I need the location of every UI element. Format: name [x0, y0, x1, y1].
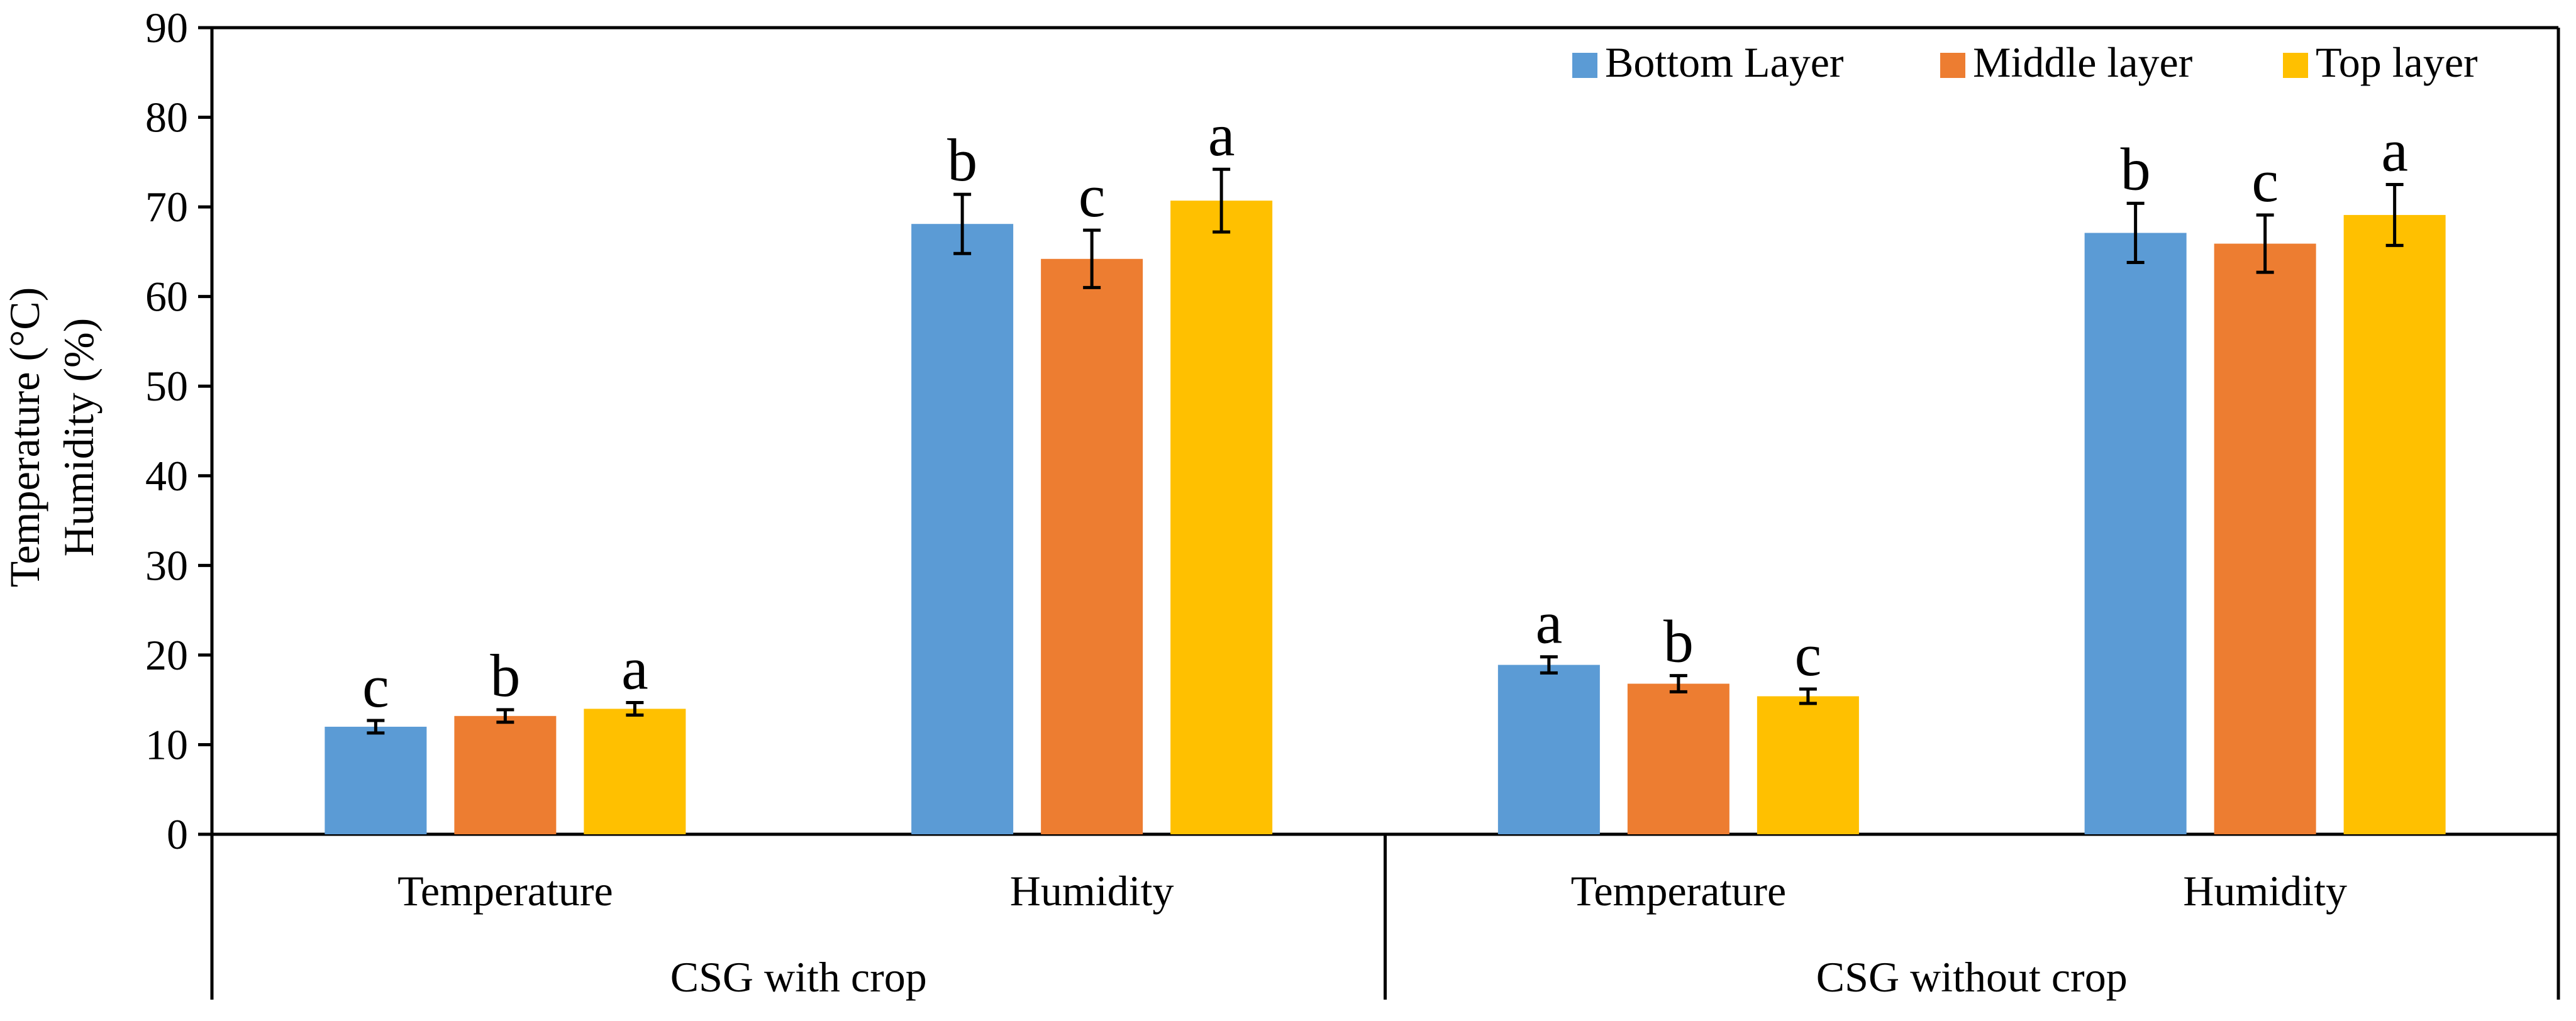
axes [198, 26, 2560, 1000]
bar [454, 715, 557, 834]
legend-label: Top layer [2316, 38, 2478, 86]
y-tick-label: 80 [145, 94, 188, 141]
category-label: Temperature [1571, 867, 1787, 915]
significance-letter: b [1663, 608, 1694, 675]
legend-swatch [1572, 53, 1597, 78]
legend: Bottom Layer Middle layer Top layer [1572, 38, 2478, 86]
y-axis-label: Temperature (°C) [1, 287, 48, 587]
significance-letter: c [1079, 162, 1106, 229]
significance-letter: b [947, 126, 977, 194]
bars [325, 167, 2446, 835]
bar [2343, 214, 2446, 834]
group-label: CSG without crop [1816, 953, 2128, 1001]
significance-letter: a [1208, 101, 1235, 168]
category-label: Humidity [2183, 867, 2347, 915]
y-tick-label: 90 [145, 4, 188, 52]
y-tick-label: 0 [167, 810, 188, 858]
group-label: CSG with crop [670, 953, 927, 1001]
bar [1627, 683, 1729, 834]
bar [584, 709, 686, 834]
significance-letter: c [2251, 147, 2279, 214]
significance-letter: a [1536, 589, 1563, 656]
y-tick-label: 10 [145, 720, 188, 768]
bar [325, 726, 427, 834]
significance-letter: b [2121, 135, 2151, 202]
y-tick-label: 30 [145, 541, 188, 589]
category-label: Humidity [1010, 867, 1174, 915]
y-tick-label: 20 [145, 631, 188, 679]
bar [1497, 665, 1600, 834]
significance-letter: b [490, 642, 520, 709]
bar [1170, 201, 1273, 835]
y-axis-label: Humidity (%) [55, 318, 103, 557]
bar [1757, 696, 1859, 834]
bar [1041, 258, 1143, 834]
bar [911, 224, 1014, 834]
significance-letter: c [1795, 621, 1822, 688]
y-tick-label: 40 [145, 452, 188, 500]
y-tick-label: 50 [145, 362, 188, 410]
y-tick-label: 60 [145, 273, 188, 321]
significance-letter: a [621, 634, 648, 702]
category-label: Temperature [397, 867, 613, 915]
bar [2214, 243, 2316, 834]
significance-letter: c [362, 653, 389, 720]
bar [2084, 233, 2187, 834]
legend-swatch [1940, 53, 1965, 78]
significance-letter: a [2381, 116, 2408, 184]
y-tick-label: 70 [145, 183, 188, 231]
legend-label: Middle layer [1973, 38, 2193, 86]
legend-label: Bottom Layer [1605, 38, 1844, 86]
legend-swatch [2283, 53, 2308, 78]
